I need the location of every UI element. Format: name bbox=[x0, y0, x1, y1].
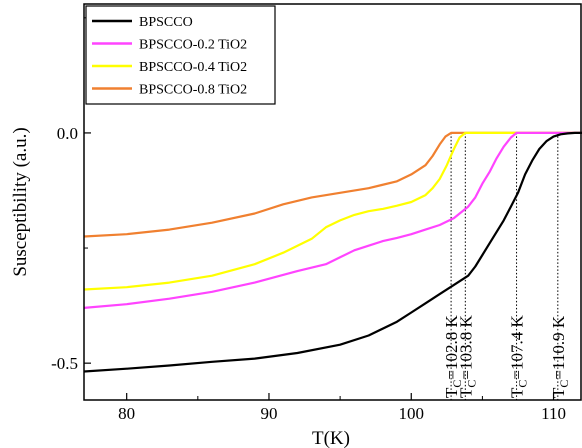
tc-annotation-1: TC=102.8 K bbox=[442, 315, 464, 398]
plot-frame bbox=[83, 3, 582, 401]
tc-annotation-4: TC=110.9 K bbox=[549, 315, 571, 398]
series-line-bpscco-0-4-tio2 bbox=[84, 131, 582, 291]
x-tick-label-80: 80 bbox=[118, 404, 135, 423]
series-group bbox=[84, 131, 582, 373]
tc-annotation-3: TC=107.4 K bbox=[508, 315, 530, 398]
y-axis-title: Susceptibility (a.u.) bbox=[10, 127, 31, 276]
y-tick-label-1: -0.5 bbox=[51, 354, 78, 373]
y-tick-label-0: 0.0 bbox=[57, 124, 78, 143]
x-axis-title: T(K) bbox=[312, 428, 350, 448]
legend: BPSCCO BPSCCO-0.2 TiO2 BPSCCO-0.4 TiO2 BPSC… bbox=[85, 5, 276, 105]
legend-label-bpscco-0-4-tio2: BPSCCO-0.4 TiO2 bbox=[139, 60, 247, 75]
legend-label-bpscco: BPSCCO bbox=[139, 15, 193, 30]
series-line-bpscco-0-2-tio2 bbox=[84, 131, 582, 309]
x-tick-label-100: 100 bbox=[399, 404, 425, 423]
axis-layer: 80 90 100 110 0.0 -0.5 T(K) Susceptibility (a.u… bbox=[10, 17, 566, 448]
legend-label-bpscco-0-8-tio2: BPSCCO-0.8 TiO2 bbox=[139, 83, 247, 98]
x-tick-label-90: 90 bbox=[260, 404, 277, 423]
annotations: TC=102.8 KTC=103.8 K TC=107.4 K TC=110.9 K bbox=[442, 315, 571, 398]
tc-annotation-2: TC=103.8 K bbox=[456, 315, 478, 398]
legend-label-bpscco-0-2-tio2: BPSCCO-0.2 TiO2 bbox=[139, 38, 247, 53]
plot-layer bbox=[84, 131, 582, 400]
series-line-bpscco bbox=[84, 131, 582, 373]
x-tick-label-110: 110 bbox=[541, 404, 566, 423]
